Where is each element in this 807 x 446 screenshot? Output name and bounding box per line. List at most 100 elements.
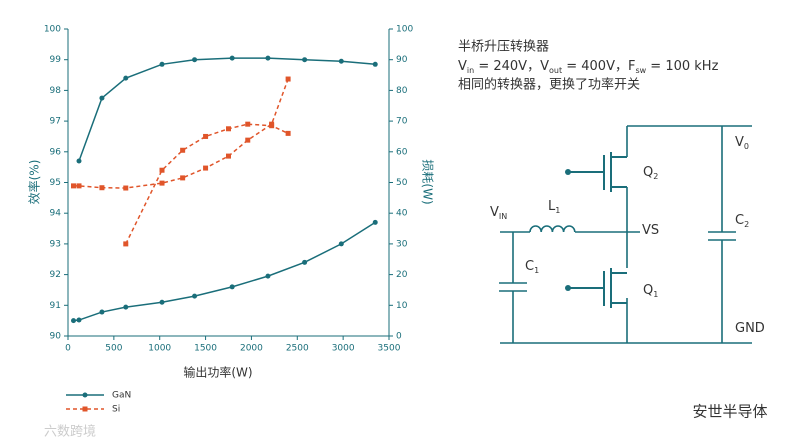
- y-tick-label: 93: [50, 239, 61, 249]
- marker: [123, 304, 129, 310]
- text-part: 0: [744, 142, 749, 151]
- text-part: Q: [643, 283, 653, 298]
- text-part: 2: [744, 220, 749, 229]
- y-tick-label: 91: [50, 301, 61, 311]
- marker: [99, 185, 105, 191]
- marker: [71, 318, 77, 324]
- text-part: in: [467, 66, 474, 75]
- circuit-note: 相同的转换器，更换了功率开关: [458, 77, 640, 93]
- marker: [203, 133, 209, 139]
- series-line: [73, 221, 376, 322]
- y-tick-label: 94: [50, 209, 62, 219]
- circuit-label: V0: [735, 135, 749, 152]
- marker: [180, 147, 186, 153]
- marker: [71, 183, 77, 189]
- text-part: F: [628, 59, 635, 74]
- marker: [76, 158, 82, 164]
- marker: [229, 55, 235, 61]
- legend-marker: [82, 392, 88, 398]
- text-part: 2: [653, 172, 658, 181]
- text-part: 1: [653, 290, 658, 299]
- marker: [372, 61, 378, 67]
- marker: [123, 185, 129, 191]
- text-part: V: [458, 59, 467, 74]
- y-tick-label: 97: [50, 117, 61, 127]
- marker: [226, 153, 231, 159]
- marker: [99, 95, 105, 101]
- marker: [245, 137, 251, 143]
- y-tick-label: 90: [50, 332, 62, 342]
- text-part: C: [525, 259, 534, 274]
- marker: [285, 76, 291, 82]
- y-axis-label: 效率(%): [27, 160, 42, 205]
- marker: [192, 57, 198, 63]
- circuit-label: Q1: [643, 283, 658, 300]
- marker: [226, 126, 231, 132]
- marker: [76, 317, 82, 323]
- circuit-label: C2: [735, 213, 749, 230]
- text-part: Q: [643, 165, 653, 180]
- text-part: IN: [499, 212, 507, 221]
- marker: [203, 165, 209, 171]
- y-tick-label: 95: [50, 178, 61, 188]
- y-tick-label: 99: [50, 55, 62, 65]
- watermark: 安世半导体: [692, 403, 767, 421]
- circuit-label: VIN: [490, 205, 507, 222]
- circuit-label: L1: [548, 199, 560, 216]
- y2-tick-label: 10: [396, 301, 408, 311]
- circuit-label: Q2: [643, 165, 658, 182]
- marker: [123, 241, 129, 247]
- x-tick-label: 3500: [378, 344, 401, 354]
- text-part: out: [549, 66, 562, 75]
- x-tick-label: 1000: [148, 344, 171, 354]
- text-part: C: [735, 213, 744, 228]
- x-tick-label: 3000: [332, 344, 355, 354]
- legend-marker: [82, 406, 88, 412]
- marker: [338, 58, 344, 64]
- marker: [159, 299, 165, 305]
- text-part: L: [548, 199, 556, 214]
- y2-tick-label: 30: [396, 239, 408, 249]
- circuit-label: VS: [642, 223, 659, 238]
- y2-tick-label: 60: [396, 147, 408, 157]
- marker: [338, 241, 344, 247]
- text-part: 1: [534, 266, 539, 275]
- y-tick-label: 92: [50, 270, 61, 280]
- y-tick-label: 96: [50, 147, 62, 157]
- x-tick-label: 1500: [194, 344, 217, 354]
- legend-label: GaN: [112, 391, 131, 401]
- marker: [285, 130, 291, 136]
- x-tick-label: 500: [105, 344, 122, 354]
- text-part: V: [490, 205, 499, 220]
- marker: [265, 273, 271, 279]
- y2-tick-label: 40: [396, 209, 408, 219]
- y2-tick-label: 70: [396, 117, 408, 127]
- text-part: = 400V，: [562, 59, 628, 74]
- y2-tick-label: 90: [396, 55, 408, 65]
- x-tick-label: 0: [65, 344, 71, 354]
- x-tick-label: 2500: [286, 344, 309, 354]
- circuit-spec: Vin = 240V，Vout = 400V，Fsw = 100 kHz: [458, 59, 719, 76]
- marker: [245, 121, 251, 127]
- text-part: VS: [642, 223, 659, 238]
- marker: [159, 61, 165, 67]
- legend-label: Si: [112, 405, 120, 415]
- y-tick-label: 98: [50, 86, 62, 96]
- x-axis-label: 输出功率(W): [183, 365, 252, 380]
- watermark: 六数跨境: [44, 425, 96, 440]
- marker: [99, 309, 105, 315]
- text-part: 1: [555, 206, 560, 215]
- marker: [372, 219, 378, 225]
- marker: [159, 180, 165, 186]
- marker: [302, 57, 308, 63]
- y2-tick-label: 100: [396, 25, 413, 35]
- marker: [229, 284, 235, 290]
- marker: [269, 121, 275, 127]
- marker: [302, 259, 308, 265]
- text-part: sw: [635, 66, 646, 75]
- marker: [159, 167, 165, 173]
- series-line: [125, 123, 289, 245]
- series-line: [78, 57, 376, 162]
